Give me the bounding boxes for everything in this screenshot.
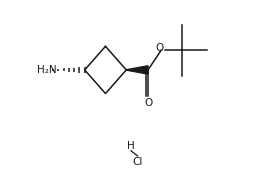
- Text: Cl: Cl: [132, 157, 143, 167]
- Text: H: H: [127, 141, 135, 150]
- Text: O: O: [156, 43, 164, 53]
- Text: H₂N: H₂N: [37, 65, 57, 75]
- Text: O: O: [144, 98, 152, 108]
- Polygon shape: [126, 66, 148, 74]
